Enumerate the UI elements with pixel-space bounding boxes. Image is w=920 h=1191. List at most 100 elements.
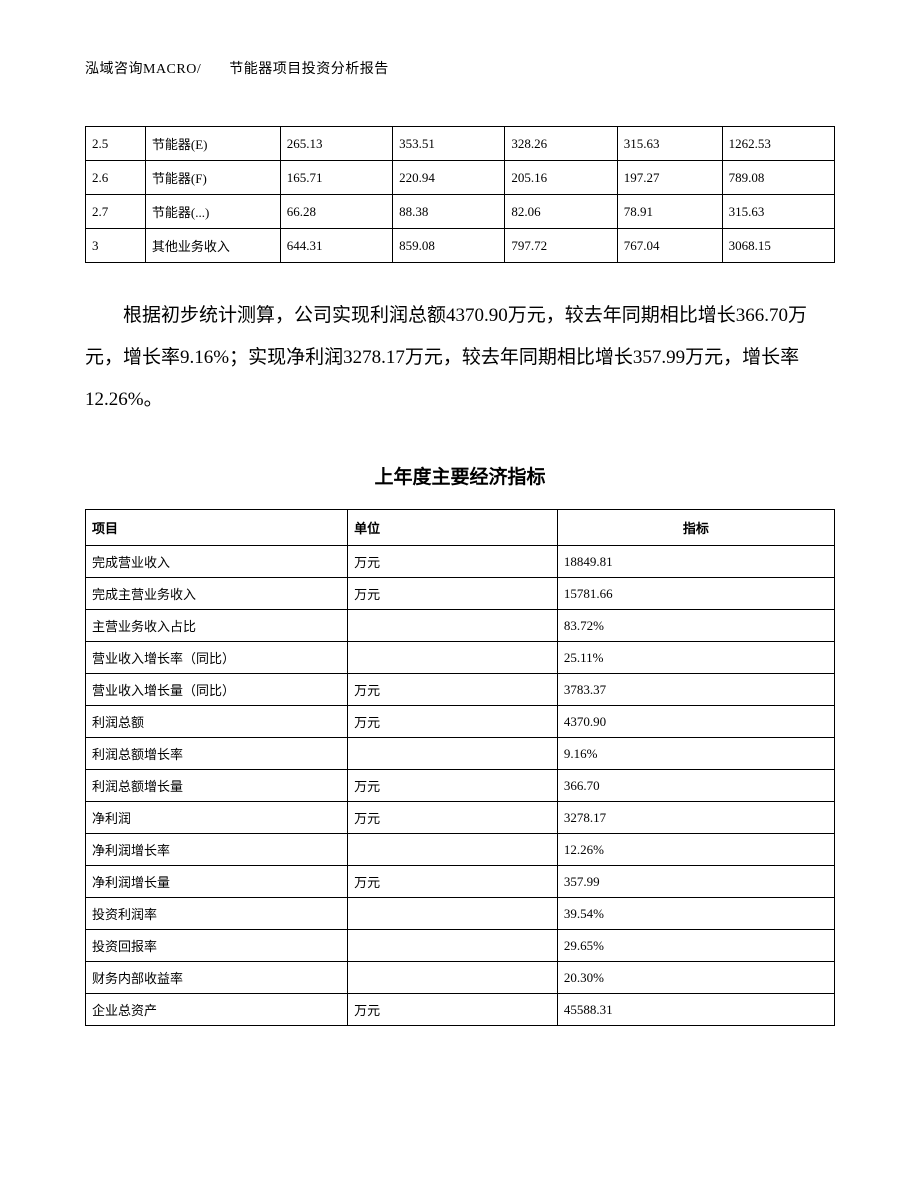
table-cell: 万元 — [348, 578, 558, 610]
table-cell: 投资利润率 — [86, 898, 348, 930]
table-cell: 12.26% — [557, 834, 834, 866]
analysis-paragraph: 根据初步统计测算，公司实现利润总额4370.90万元，较去年同期相比增长366.… — [85, 295, 835, 420]
table-cell: 万元 — [348, 706, 558, 738]
table-cell: 2.7 — [86, 195, 146, 229]
table-cell — [348, 962, 558, 994]
table-cell: 1262.53 — [722, 127, 834, 161]
table-row: 完成主营业务收入万元15781.66 — [86, 578, 835, 610]
table-row: 2.5节能器(E)265.13353.51328.26315.631262.53 — [86, 127, 835, 161]
product-revenue-table: 2.5节能器(E)265.13353.51328.26315.631262.53… — [85, 126, 835, 263]
table-cell: 29.65% — [557, 930, 834, 962]
table-cell: 万元 — [348, 866, 558, 898]
table-cell — [348, 834, 558, 866]
table-row: 2.6节能器(F)165.71220.94205.16197.27789.08 — [86, 161, 835, 195]
table-cell: 万元 — [348, 994, 558, 1026]
table-cell: 328.26 — [505, 127, 617, 161]
indicator-tbody: 完成营业收入万元18849.81完成主营业务收入万元15781.66主营业务收入… — [86, 546, 835, 1026]
table-cell: 82.06 — [505, 195, 617, 229]
table-row: 3其他业务收入644.31859.08797.72767.043068.15 — [86, 229, 835, 263]
table-cell: 万元 — [348, 674, 558, 706]
table-row: 完成营业收入万元18849.81 — [86, 546, 835, 578]
table-cell: 353.51 — [393, 127, 505, 161]
table-row: 投资利润率 39.54% — [86, 898, 835, 930]
table-cell: 主营业务收入占比 — [86, 610, 348, 642]
indicator-header-value: 指标 — [557, 510, 834, 546]
indicator-table: 项目 单位 指标 完成营业收入万元18849.81完成主营业务收入万元15781… — [85, 509, 835, 1026]
table-row: 营业收入增长率（同比） 25.11% — [86, 642, 835, 674]
table-cell: 净利润 — [86, 802, 348, 834]
page-header: 泓域咨询MACRO/节能器项目投资分析报告 — [85, 58, 835, 78]
table-cell: 39.54% — [557, 898, 834, 930]
table-row: 利润总额万元4370.90 — [86, 706, 835, 738]
table-cell: 利润总额 — [86, 706, 348, 738]
indicator-section-title: 上年度主要经济指标 — [85, 462, 835, 489]
table-cell: 9.16% — [557, 738, 834, 770]
table-cell: 767.04 — [617, 229, 722, 263]
table-cell: 25.11% — [557, 642, 834, 674]
table-cell: 789.08 — [722, 161, 834, 195]
table-cell: 4370.90 — [557, 706, 834, 738]
table-cell: 节能器(...) — [145, 195, 280, 229]
product-revenue-tbody: 2.5节能器(E)265.13353.51328.26315.631262.53… — [86, 127, 835, 263]
table-cell: 投资回报率 — [86, 930, 348, 962]
table-cell: 营业收入增长量（同比） — [86, 674, 348, 706]
table-cell: 3068.15 — [722, 229, 834, 263]
table-cell: 83.72% — [557, 610, 834, 642]
table-cell: 万元 — [348, 770, 558, 802]
table-cell: 88.38 — [393, 195, 505, 229]
table-cell: 2.6 — [86, 161, 146, 195]
table-cell: 859.08 — [393, 229, 505, 263]
table-cell: 净利润增长率 — [86, 834, 348, 866]
table-row: 投资回报率 29.65% — [86, 930, 835, 962]
table-cell: 万元 — [348, 546, 558, 578]
table-row: 利润总额增长率 9.16% — [86, 738, 835, 770]
indicator-header-item: 项目 — [86, 510, 348, 546]
table-cell: 205.16 — [505, 161, 617, 195]
table-row: 财务内部收益率 20.30% — [86, 962, 835, 994]
table-cell: 45588.31 — [557, 994, 834, 1026]
table-row: 企业总资产万元45588.31 — [86, 994, 835, 1026]
table-row: 净利润增长量万元357.99 — [86, 866, 835, 898]
table-cell: 265.13 — [280, 127, 392, 161]
table-row: 利润总额增长量万元366.70 — [86, 770, 835, 802]
table-cell: 315.63 — [617, 127, 722, 161]
table-cell — [348, 930, 558, 962]
table-cell: 利润总额增长率 — [86, 738, 348, 770]
table-cell: 66.28 — [280, 195, 392, 229]
table-cell: 利润总额增长量 — [86, 770, 348, 802]
table-cell: 营业收入增长率（同比） — [86, 642, 348, 674]
table-cell — [348, 738, 558, 770]
table-cell: 3278.17 — [557, 802, 834, 834]
table-cell: 15781.66 — [557, 578, 834, 610]
table-cell: 企业总资产 — [86, 994, 348, 1026]
table-cell: 其他业务收入 — [145, 229, 280, 263]
indicator-header-unit: 单位 — [348, 510, 558, 546]
table-cell — [348, 642, 558, 674]
table-cell: 万元 — [348, 802, 558, 834]
table-cell: 197.27 — [617, 161, 722, 195]
table-cell: 315.63 — [722, 195, 834, 229]
header-company: 泓域咨询MACRO/ — [85, 62, 201, 77]
table-cell: 78.91 — [617, 195, 722, 229]
table-cell: 220.94 — [393, 161, 505, 195]
table-cell: 净利润增长量 — [86, 866, 348, 898]
table-cell: 完成营业收入 — [86, 546, 348, 578]
table-cell: 财务内部收益率 — [86, 962, 348, 994]
table-cell: 357.99 — [557, 866, 834, 898]
header-title: 节能器项目投资分析报告 — [229, 62, 389, 77]
table-cell: 366.70 — [557, 770, 834, 802]
table-cell: 节能器(F) — [145, 161, 280, 195]
table-row: 净利润增长率 12.26% — [86, 834, 835, 866]
table-cell — [348, 898, 558, 930]
table-row: 主营业务收入占比 83.72% — [86, 610, 835, 642]
indicator-table-header-row: 项目 单位 指标 — [86, 510, 835, 546]
table-cell: 20.30% — [557, 962, 834, 994]
table-cell: 3783.37 — [557, 674, 834, 706]
table-cell: 3 — [86, 229, 146, 263]
table-cell: 完成主营业务收入 — [86, 578, 348, 610]
table-cell: 644.31 — [280, 229, 392, 263]
table-cell: 165.71 — [280, 161, 392, 195]
table-row: 2.7节能器(...)66.2888.3882.0678.91315.63 — [86, 195, 835, 229]
table-cell: 2.5 — [86, 127, 146, 161]
table-row: 营业收入增长量（同比）万元3783.37 — [86, 674, 835, 706]
